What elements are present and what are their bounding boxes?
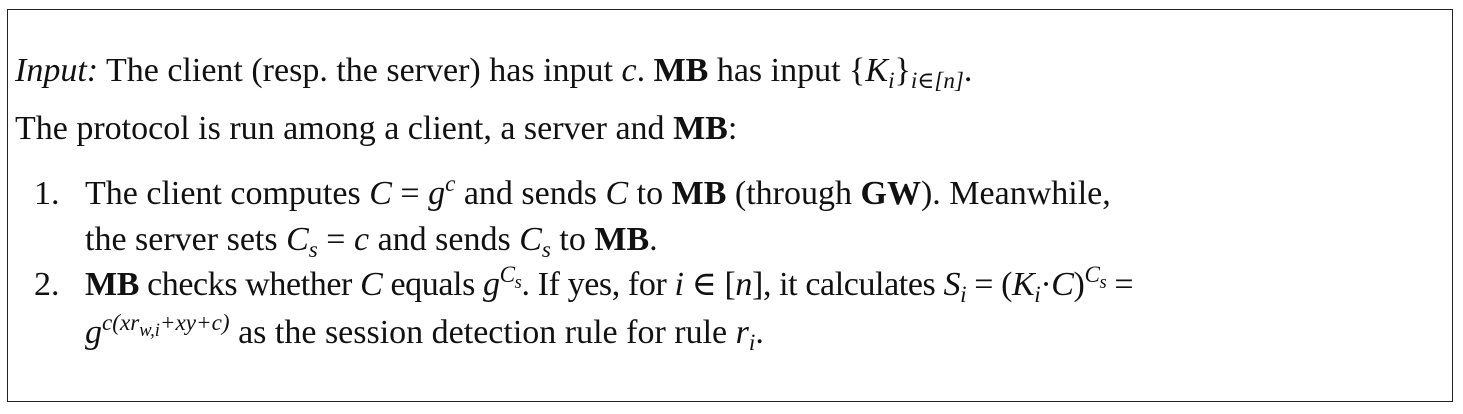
step-1-line-2: the server sets Cs = c and sends Cs to M… bbox=[85, 221, 658, 264]
step-2-line-2: gc(xrw,i+xy+c) as the session detection … bbox=[85, 310, 764, 357]
mb-term: MB bbox=[673, 110, 728, 147]
intro-line: The protocol is run among a client, a se… bbox=[15, 110, 738, 147]
step-1-line-1: The client computes C = gc and sends C t… bbox=[85, 171, 1111, 212]
mb-term: MB bbox=[594, 221, 650, 258]
mb-term: MB bbox=[671, 175, 727, 212]
step-2-number: 2. bbox=[34, 266, 60, 303]
mb-term: MB bbox=[85, 266, 139, 303]
step-2-line-1: MB checks whether C equals gCs. If yes, … bbox=[85, 262, 1134, 309]
input-line: Input: The client (resp. the server) has… bbox=[15, 52, 973, 95]
step-1-number: 1. bbox=[34, 175, 60, 212]
protocol-box bbox=[7, 9, 1453, 402]
gw-term: GW bbox=[860, 175, 921, 212]
input-label: Input: bbox=[15, 52, 99, 89]
mb-term: MB bbox=[653, 52, 709, 89]
